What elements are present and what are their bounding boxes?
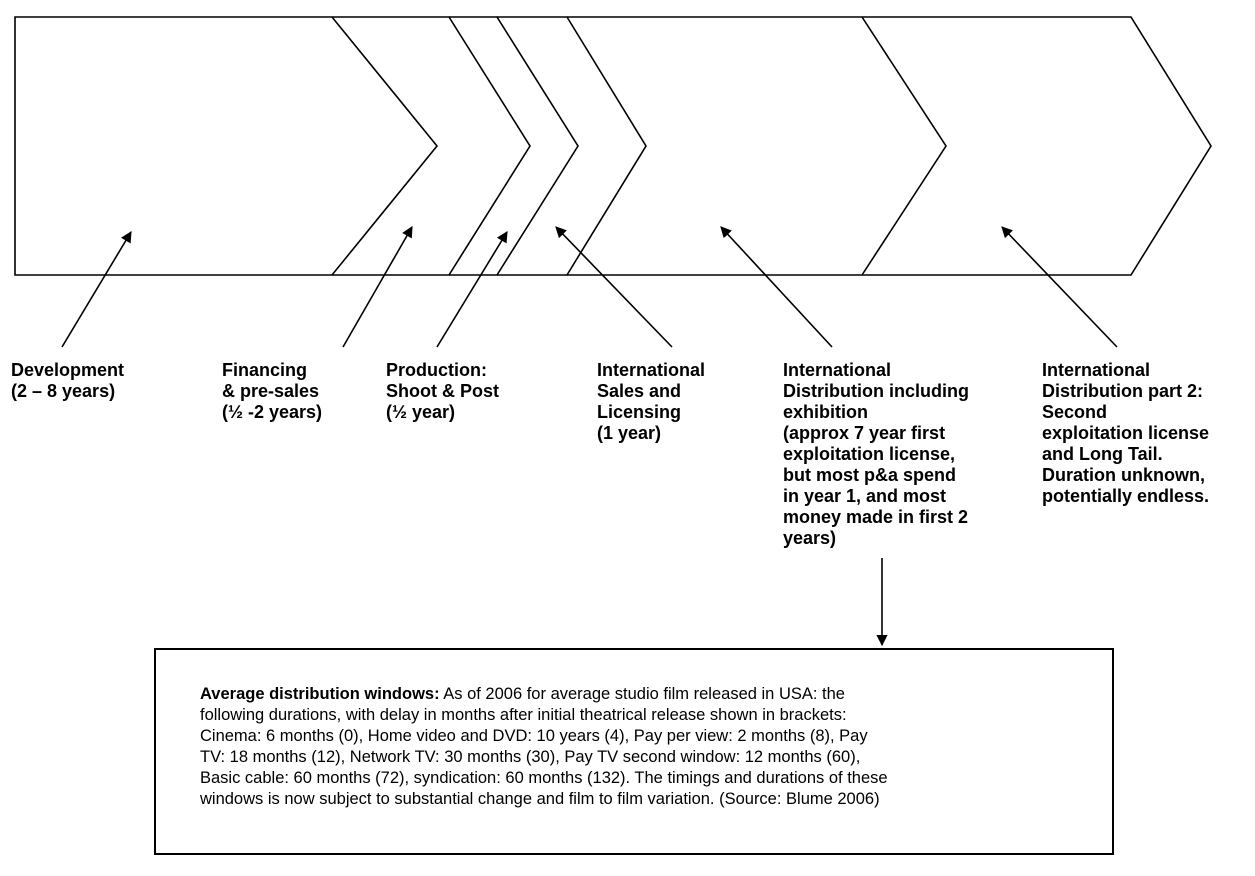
label-line: Shoot & Post [386,381,499,401]
note-line: Average distribution windows: As of 2006… [200,684,1080,705]
label-distribution-1: International Distribution including exh… [783,360,969,549]
chevron-financing [332,16,531,276]
label-line: years) [783,528,837,548]
note-line-text: As of 2006 for average studio film relea… [439,685,845,703]
chevron-production [449,16,579,276]
label-financing: Financing & pre-sales (½ -2 years) [222,360,322,423]
label-line: (½ -2 years) [222,402,323,422]
label-line: (1 year) [597,423,662,443]
note-line: TV: 18 months (12), Network TV: 30 month… [200,748,861,766]
label-line: potentially endless. [1042,486,1210,506]
arrow-development [61,231,132,348]
label-production: Production: Shoot & Post (½ year) [386,360,499,423]
label-line: Distribution including [783,381,969,401]
label-line: International [597,360,706,380]
label-line: exhibition [783,402,868,422]
label-line: Duration unknown, [1042,465,1205,485]
label-development: Development (2 – 8 years) [11,360,124,402]
label-line: exploitation license [1042,423,1210,443]
label-line: Distribution part 2: [1042,381,1203,401]
label-line: and Long Tail. [1042,444,1163,464]
label-line: Production: [386,360,487,380]
label-line: (2 – 8 years) [11,381,116,401]
label-line: Sales and [597,381,682,401]
note-line: Cinema: 6 months (0), Home video and DVD… [200,727,868,745]
note-line: Basic cable: 60 months (72), syndication… [200,769,888,787]
distribution-windows-box: Average distribution windows: As of 2006… [154,648,1114,855]
arrow-distribution-2 [1001,226,1118,348]
label-line: (½ year) [386,402,456,422]
label-line: International [1042,360,1151,380]
arrow-distribution-1 [720,226,833,348]
chevron-distribution-1 [567,16,947,276]
label-line: (approx 7 year first [783,423,946,443]
arrow-production [436,231,508,348]
label-distribution-2: International Distribution part 2: Secon… [1042,360,1209,507]
distribution-windows-text: Average distribution windows: As of 2006… [200,684,1080,810]
label-line: Financing [222,360,307,380]
label-line: & pre-sales [222,381,320,401]
note-line: windows is now subject to substantial ch… [200,790,880,808]
label-line: exploitation license, [783,444,956,464]
note-line: following durations, with delay in month… [200,706,847,724]
chevron-sales [497,16,647,276]
chevron-distribution-2 [862,16,1212,276]
label-line: International [783,360,892,380]
label-line: Licensing [597,402,682,422]
note-heading: Average distribution windows: [200,685,440,703]
chevron-development [14,16,439,276]
label-line: in year 1, and most [783,486,947,506]
arrow-sales [555,226,673,348]
label-line: money made in first 2 [783,507,969,527]
label-line: but most p&a spend [783,465,957,485]
label-line: Second [1042,402,1108,422]
label-line: Development [11,360,125,380]
label-sales: International Sales and Licensing (1 yea… [597,360,705,444]
arrow-financing [342,226,413,348]
